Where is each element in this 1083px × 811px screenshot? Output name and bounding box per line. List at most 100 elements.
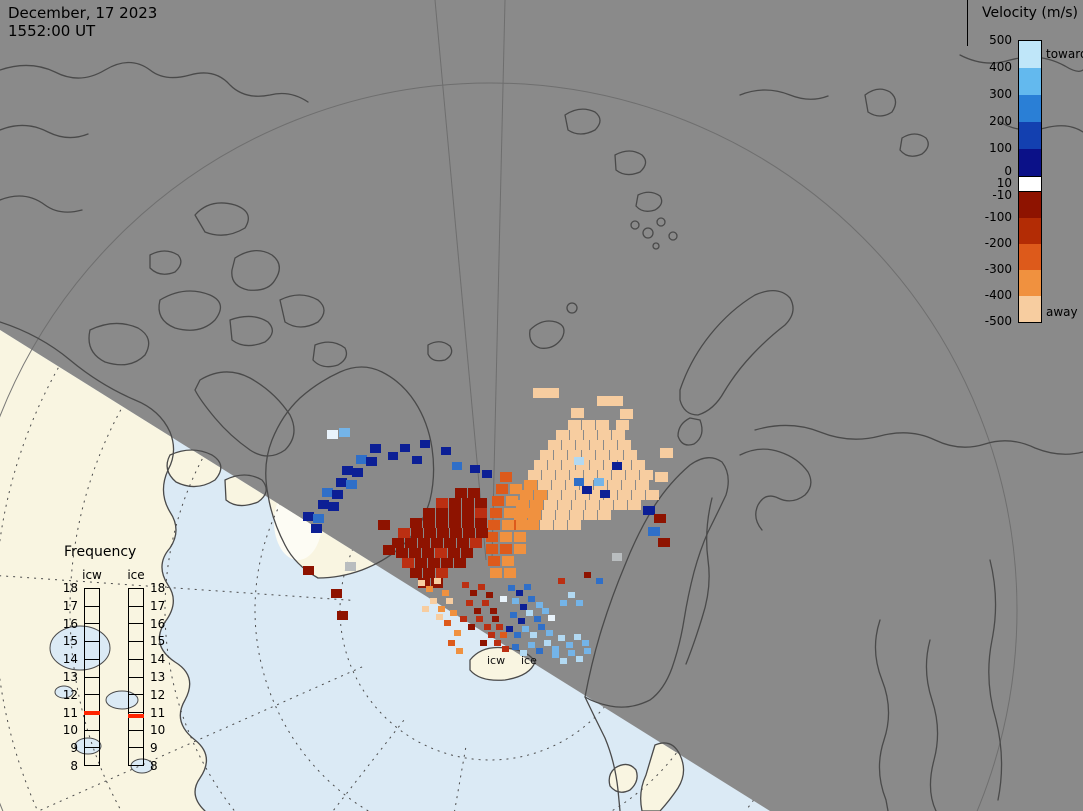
velocity-cell: [658, 538, 670, 547]
velocity-cell: [488, 632, 495, 638]
freq-scale-label: 12: [62, 687, 78, 702]
velocity-cell: [500, 632, 507, 638]
velocity-cell: [512, 644, 519, 650]
velocity-cell: [660, 448, 673, 458]
land-iceland: [470, 647, 535, 681]
velocity-cell: [600, 500, 613, 510]
velocity-cell: [303, 566, 314, 575]
velocity-cell: [655, 472, 668, 482]
velocity-cell: [454, 558, 466, 568]
velocity-cell: [460, 616, 467, 622]
velocity-cell: [614, 500, 627, 510]
coast-ireland: [608, 763, 638, 793]
velocity-cell: [366, 457, 377, 466]
velocity-cell: [436, 498, 448, 508]
velocity-cell: [449, 498, 461, 508]
timestamp: December, 17 2023 1552:00 UT: [8, 4, 157, 40]
velocity-cell: [468, 488, 480, 498]
velocity-cell: [346, 480, 357, 489]
velocity-cell: [475, 518, 487, 528]
velocity-cell: [604, 490, 617, 500]
velocity-cell: [450, 610, 457, 616]
velocity-cell: [405, 538, 417, 548]
velocity-cell: [648, 527, 660, 536]
velocity-cell: [600, 490, 610, 498]
velocity-cell: [474, 608, 481, 614]
velocity-cell: [622, 480, 635, 490]
velocity-cell: [526, 610, 533, 616]
velocity-cell: [486, 592, 493, 598]
freq-marker-ice: [128, 714, 144, 719]
velocity-cell: [584, 470, 597, 480]
freq-ladder-cell: [85, 660, 99, 678]
velocity-cell: [476, 528, 488, 538]
velocity-cell: [510, 612, 517, 618]
velocity-cell: [590, 490, 603, 500]
velocity-cell: [582, 486, 592, 494]
velocity-cell: [383, 545, 395, 555]
velocity-cell: [528, 642, 535, 648]
velocity-cell: [568, 592, 575, 598]
velocity-cell: [568, 650, 575, 656]
coast-scandinavia: [584, 457, 729, 708]
velocity-cell: [516, 520, 528, 530]
velocity-cell: [504, 568, 516, 578]
freq-ladder-cell: [129, 748, 143, 765]
velocity-cell: [560, 658, 567, 664]
freq-scale-label: 16: [150, 616, 166, 631]
freq-scale-label: 9: [70, 741, 78, 756]
velocity-cell: [492, 616, 499, 622]
velocity-cell: [540, 450, 553, 460]
velocity-cell: [462, 498, 474, 508]
velocity-cell: [486, 532, 498, 542]
coast-island: [279, 294, 325, 328]
coast-ob-gulf: [874, 619, 890, 811]
freq-scale-label: 13: [62, 670, 78, 684]
freq-ladder-cell: [85, 624, 99, 643]
velocity-cell: [616, 420, 629, 430]
velocity-cell: [624, 450, 637, 460]
velocity-cell: [548, 615, 555, 621]
velocity-cell: [598, 510, 611, 520]
freq-ladder-cell: [129, 624, 143, 643]
velocity-cell: [518, 618, 525, 624]
velocity-cell: [524, 584, 531, 590]
velocity-cell: [500, 596, 507, 602]
coast-topleft: [0, 61, 309, 103]
velocity-cell: [490, 608, 497, 614]
velocity-cell: [542, 510, 555, 520]
freq-ladder-cell: [129, 607, 143, 625]
velocity-tick-label: -400: [984, 288, 1012, 302]
coast-island: [158, 290, 222, 331]
freq-scale-label: 9: [150, 741, 158, 756]
velocity-cell: [584, 648, 591, 654]
velocity-cell: [448, 640, 455, 646]
velocity-cell: [534, 616, 541, 622]
velocity-cell: [468, 624, 475, 630]
velocity-cell: [470, 465, 480, 473]
velocity-cell: [496, 624, 503, 630]
velocity-cell: [582, 420, 595, 430]
freq-ladder-cell: [129, 695, 143, 713]
velocity-cell: [590, 440, 603, 450]
velocity-cell: [574, 457, 584, 465]
coast-norway-south: [584, 696, 621, 811]
date-text: December, 17 2023: [8, 4, 158, 22]
velocity-tick-label: 0: [1004, 164, 1012, 178]
velocity-cell: [415, 558, 427, 568]
velocity-cell: [466, 600, 473, 606]
velocity-cell: [640, 470, 653, 480]
velocity-cell: [426, 586, 433, 592]
velocity-cell: [612, 430, 625, 440]
velocity-cell: [449, 508, 461, 518]
velocity-cell: [441, 447, 451, 455]
freq-ladder-cell: [85, 678, 99, 696]
velocity-cell: [548, 490, 561, 500]
velocity-cell: [437, 528, 449, 538]
velocity-cell: [514, 532, 526, 542]
velocity-cell: [556, 470, 569, 480]
velocity-cell: [422, 606, 429, 612]
velocity-cell: [556, 430, 569, 440]
velocity-cell: [388, 452, 398, 460]
velocity-cell: [480, 640, 487, 646]
